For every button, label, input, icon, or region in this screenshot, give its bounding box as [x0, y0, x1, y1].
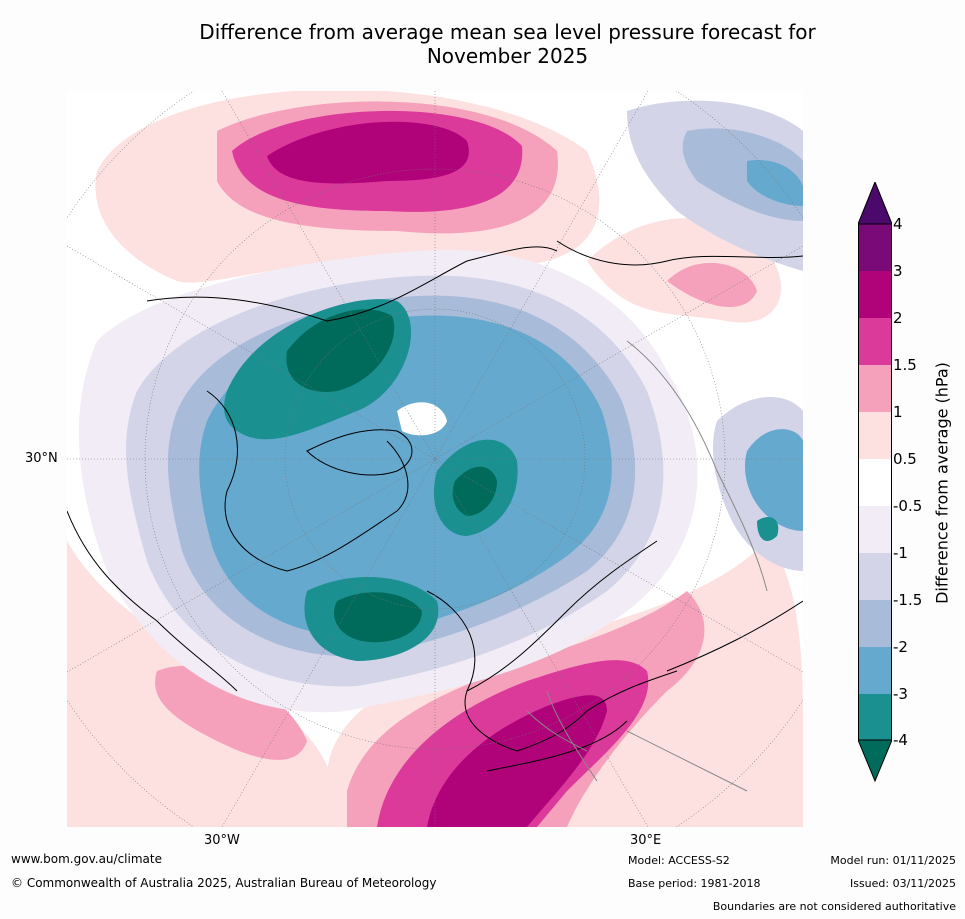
copyright-text: © Commonwealth of Australia 2025, Austra… — [11, 876, 437, 890]
colorbar-minus-1-to-minus-1.5 — [858, 553, 892, 600]
colorbar — [858, 182, 892, 782]
colorbar-minus-1.5-to-minus-2 — [858, 600, 892, 647]
graticule — [67, 91, 803, 827]
colorbar-2-to-3 — [858, 271, 892, 318]
base-period: Base period: 1981-2018 — [628, 877, 761, 890]
colorbar-tick: -3 — [893, 685, 908, 703]
colorbar-3-to-4 — [858, 224, 892, 271]
pressure-anomaly-map — [67, 91, 803, 827]
chart-title: Difference from average mean sea level p… — [140, 20, 875, 68]
colorbar-tick: -0.5 — [893, 497, 923, 515]
colorbar-tick: 1 — [893, 403, 903, 421]
colorbar-neutral — [858, 459, 892, 506]
colorbar-tick: -4 — [893, 731, 908, 749]
issued-date: Issued: 03/11/2025 — [849, 877, 956, 890]
colorbar-1.5-to-2 — [858, 318, 892, 365]
colorbar-tick: 3 — [893, 262, 903, 280]
colorbar-tick: 2 — [893, 309, 903, 327]
lon-label-30e: 30°E — [630, 833, 662, 848]
colorbar-tick: 1.5 — [893, 356, 917, 374]
colorbar-below-minus-4 — [858, 739, 892, 782]
colorbar-tick: -1.5 — [893, 591, 923, 609]
model-run-date: Model run: 01/11/2025 — [830, 854, 956, 867]
colorbar-minus-3-to-minus-4 — [858, 694, 892, 740]
model-name: Model: ACCESS-S2 — [628, 854, 730, 867]
negative-anomaly-arctic — [78, 249, 698, 713]
colorbar-label: Difference from average (hPa) — [932, 362, 952, 604]
lat-label-30n: 30°N — [25, 451, 58, 466]
title-line-2: November 2025 — [426, 44, 589, 68]
colorbar-above-4 — [858, 182, 892, 225]
colorbar-tick: 4 — [893, 215, 903, 233]
positive-anomaly-north-pacific — [95, 91, 600, 283]
colorbar-1-to-1.5 — [858, 365, 892, 412]
colorbar-0.5-to-1 — [858, 412, 892, 459]
coastlines — [67, 240, 803, 772]
colorbar-tick: -2 — [893, 638, 908, 656]
negative-anomaly-east — [627, 100, 803, 571]
borders — [526, 340, 768, 792]
positive-anomaly-atlantic — [67, 541, 335, 827]
colorbar-tick: -1 — [893, 544, 908, 562]
lon-label-30w: 30°W — [204, 833, 240, 848]
colorbar-minus-2-to-minus-3 — [858, 647, 892, 694]
title-line-1: Difference from average mean sea level p… — [199, 20, 816, 44]
boundaries-disclaimer: Boundaries are not considered authoritat… — [712, 900, 956, 913]
bom-url-link[interactable]: www.bom.gov.au/climate — [11, 852, 162, 866]
colorbar-tick: 0.5 — [893, 450, 917, 468]
colorbar-frame — [858, 223, 892, 741]
colorbar-minus-0.5-to-minus-1 — [858, 506, 892, 553]
